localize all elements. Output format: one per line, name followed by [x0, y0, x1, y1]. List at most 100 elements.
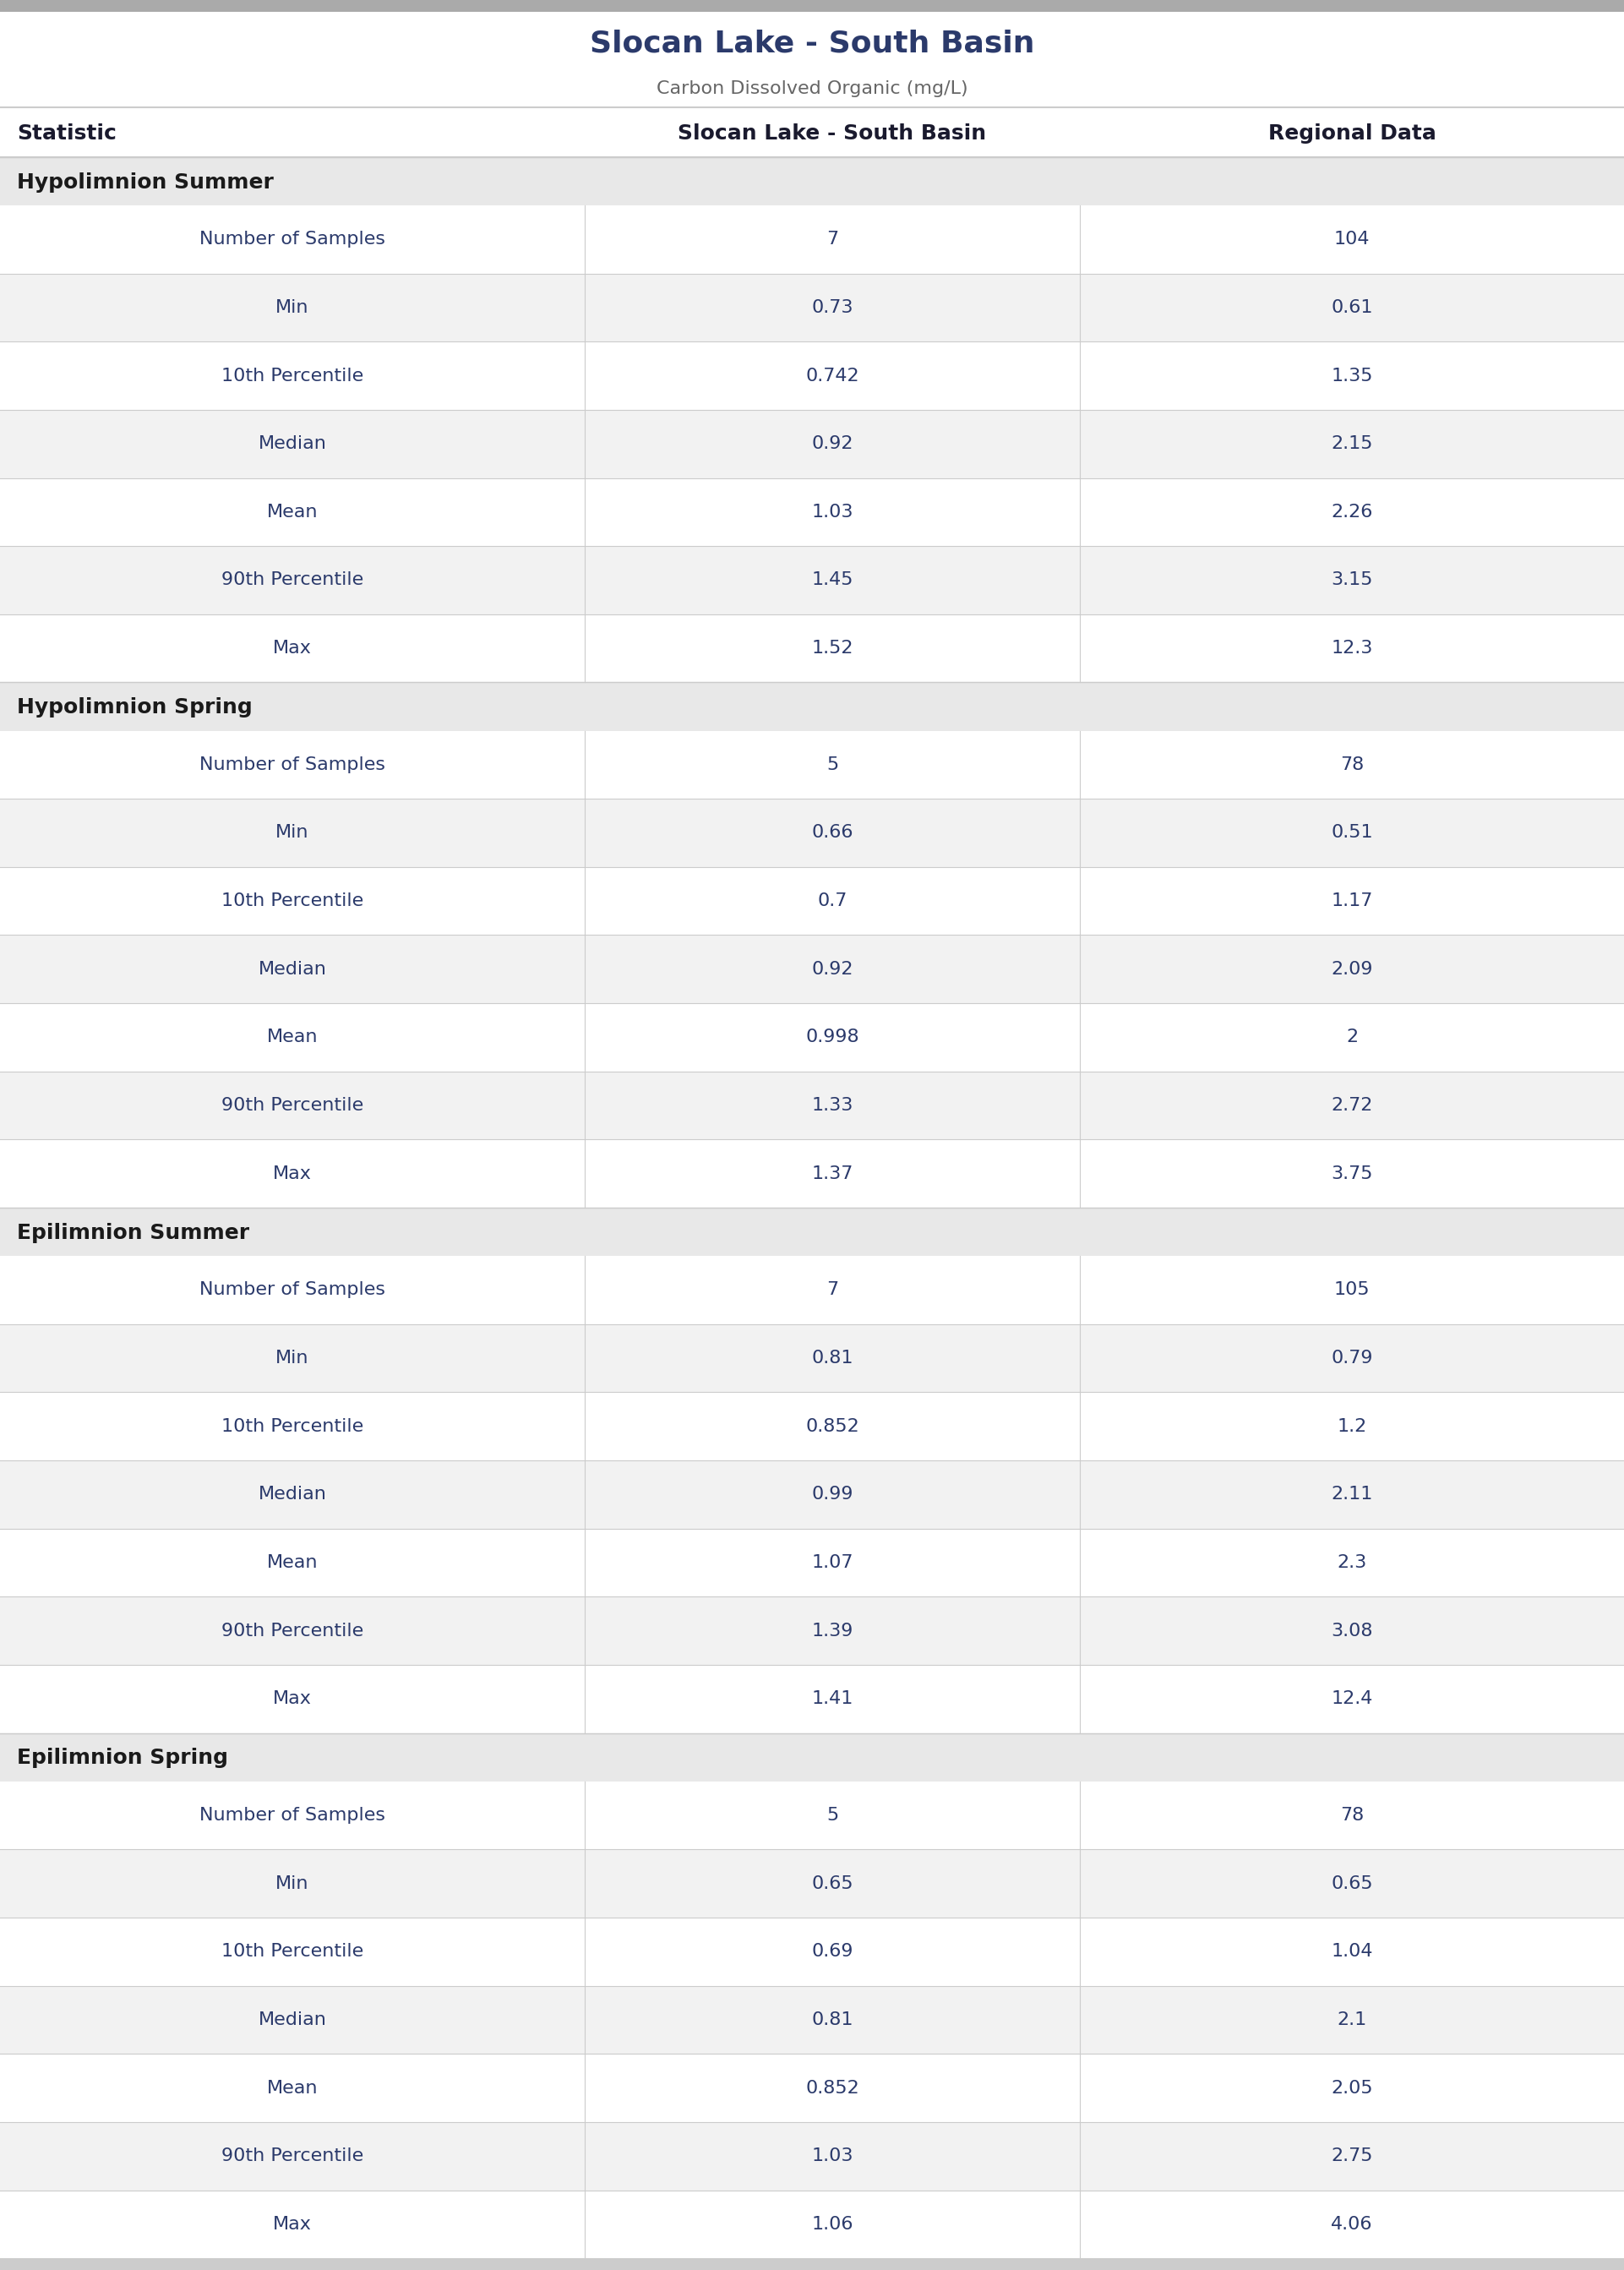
Bar [0, 204, 1624, 272]
Text: Statistic: Statistic [16, 123, 117, 143]
Bar [0, 1596, 1624, 1664]
Text: 0.81: 0.81 [812, 1351, 853, 1367]
Text: 90th Percentile: 90th Percentile [221, 2147, 364, 2166]
Text: 0.742: 0.742 [806, 368, 859, 384]
Text: Number of Samples: Number of Samples [200, 756, 385, 774]
Text: Min: Min [276, 1875, 309, 1891]
Text: Max: Max [273, 2216, 312, 2234]
Text: Slocan Lake - South Basin: Slocan Lake - South Basin [590, 30, 1034, 59]
Text: 0.81: 0.81 [812, 2011, 853, 2029]
Text: Max: Max [273, 1691, 312, 1707]
Text: 0.92: 0.92 [812, 960, 853, 978]
Bar [0, 1071, 1624, 1140]
Text: 78: 78 [1340, 756, 1364, 774]
Bar [0, 1732, 1624, 1782]
Text: 0.99: 0.99 [812, 1487, 853, 1503]
Bar [0, 799, 1624, 867]
Bar [0, 1986, 1624, 2054]
Text: Median: Median [258, 1487, 326, 1503]
Bar [0, 867, 1624, 935]
Text: 0.852: 0.852 [806, 1419, 859, 1435]
Text: Epilimnion Summer: Epilimnion Summer [16, 1224, 250, 1244]
Bar [0, 1460, 1624, 1528]
Bar [0, 935, 1624, 1003]
Bar [0, 1528, 1624, 1596]
Text: 0.51: 0.51 [1332, 824, 1372, 842]
Text: 4.06: 4.06 [1332, 2216, 1372, 2234]
Text: 5: 5 [827, 756, 838, 774]
Bar [0, 731, 1624, 799]
Text: Number of Samples: Number of Samples [200, 1283, 385, 1298]
Text: 0.79: 0.79 [1332, 1351, 1372, 1367]
Text: 3.15: 3.15 [1332, 572, 1372, 588]
Text: 90th Percentile: 90th Percentile [221, 1623, 364, 1639]
Text: 10th Percentile: 10th Percentile [221, 1419, 364, 1435]
Text: Regional Data: Regional Data [1268, 123, 1436, 143]
Text: Median: Median [258, 436, 326, 452]
Text: 90th Percentile: 90th Percentile [221, 572, 364, 588]
Bar [0, 411, 1624, 479]
Text: 104: 104 [1333, 232, 1371, 247]
Text: 1.17: 1.17 [1332, 892, 1372, 910]
Text: Min: Min [276, 300, 309, 316]
Bar [0, 340, 1624, 411]
Bar [0, 1664, 1624, 1732]
Text: Carbon Dissolved Organic (mg/L): Carbon Dissolved Organic (mg/L) [656, 79, 968, 98]
Bar [0, 1850, 1624, 1918]
Text: Hypolimnion Summer: Hypolimnion Summer [16, 173, 274, 193]
Text: 3.75: 3.75 [1332, 1165, 1372, 1183]
Text: 2.05: 2.05 [1332, 2079, 1372, 2097]
Text: Number of Samples: Number of Samples [200, 232, 385, 247]
Text: 10th Percentile: 10th Percentile [221, 368, 364, 384]
Text: 1.45: 1.45 [812, 572, 853, 588]
Text: 1.37: 1.37 [812, 1165, 853, 1183]
Text: Mean: Mean [266, 1555, 318, 1571]
Text: 1.03: 1.03 [812, 504, 853, 520]
Text: 0.852: 0.852 [806, 2079, 859, 2097]
Text: 2.1: 2.1 [1337, 2011, 1367, 2029]
Text: 2.3: 2.3 [1337, 1555, 1367, 1571]
Bar [0, 157, 1624, 204]
Bar [0, 11, 1624, 107]
Bar [0, 683, 1624, 731]
Bar [0, 2191, 1624, 2259]
Bar [0, 1208, 1624, 1255]
Text: Mean: Mean [266, 1028, 318, 1046]
Text: 7: 7 [827, 1283, 838, 1298]
Text: Hypolimnion Spring: Hypolimnion Spring [16, 697, 252, 717]
Text: Slocan Lake - South Basin: Slocan Lake - South Basin [679, 123, 986, 143]
Text: 0.69: 0.69 [812, 1943, 853, 1959]
Text: 12.3: 12.3 [1332, 640, 1372, 656]
Text: 10th Percentile: 10th Percentile [221, 892, 364, 910]
Text: 90th Percentile: 90th Percentile [221, 1096, 364, 1115]
Text: 1.2: 1.2 [1337, 1419, 1367, 1435]
Text: 10th Percentile: 10th Percentile [221, 1943, 364, 1959]
Bar [0, 1003, 1624, 1071]
Text: 1.35: 1.35 [1332, 368, 1372, 384]
Text: Min: Min [276, 824, 309, 842]
Text: 1.07: 1.07 [812, 1555, 853, 1571]
Text: 2.09: 2.09 [1332, 960, 1372, 978]
Bar [0, 479, 1624, 547]
Bar [0, 1782, 1624, 1850]
Text: 0.65: 0.65 [812, 1875, 853, 1891]
Text: 78: 78 [1340, 1807, 1364, 1823]
Text: 2.11: 2.11 [1332, 1487, 1372, 1503]
Text: 1.03: 1.03 [812, 2147, 853, 2166]
Text: 2.26: 2.26 [1332, 504, 1372, 520]
Text: 1.52: 1.52 [812, 640, 853, 656]
Text: 0.65: 0.65 [1332, 1875, 1372, 1891]
Text: 0.73: 0.73 [812, 300, 853, 316]
Text: Max: Max [273, 1165, 312, 1183]
Bar [0, 0, 1624, 11]
Text: 0.61: 0.61 [1332, 300, 1372, 316]
Text: 105: 105 [1333, 1283, 1371, 1298]
Bar [0, 1140, 1624, 1208]
Text: 0.66: 0.66 [812, 824, 853, 842]
Text: 2.15: 2.15 [1332, 436, 1372, 452]
Text: 2.75: 2.75 [1332, 2147, 1372, 2166]
Text: Max: Max [273, 640, 312, 656]
Text: 0.998: 0.998 [806, 1028, 859, 1046]
Bar [0, 1323, 1624, 1392]
Bar [0, 1918, 1624, 1986]
